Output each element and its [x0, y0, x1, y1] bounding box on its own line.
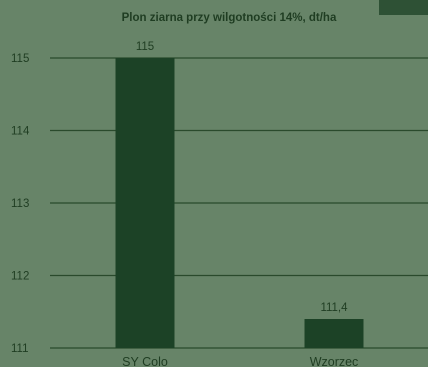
y-tick-label: 113 [11, 198, 29, 210]
bars [115, 58, 364, 348]
data-labels: 115 111,4 [136, 41, 348, 314]
bar-sy-colo [115, 58, 175, 348]
x-category-label: SY Colo [122, 355, 168, 367]
bar-wzorzec [304, 319, 364, 348]
x-category-label: Wzorzec [310, 355, 359, 367]
data-label: 111,4 [320, 302, 348, 314]
corner-block [379, 0, 428, 15]
y-tick-label: 115 [11, 53, 29, 65]
y-tick-label: 114 [11, 126, 30, 138]
y-tick-label: 112 [11, 271, 29, 283]
chart-title: Plon ziarna przy wilgotności 14%, dt/ha [122, 12, 337, 24]
x-axis-categories: SY Colo Wzorzec [122, 355, 358, 367]
gridlines [50, 57, 428, 349]
y-axis-ticks: 115 114 113 112 111 [11, 53, 30, 355]
y-tick-label: 111 [11, 343, 28, 355]
data-label: 115 [136, 41, 154, 53]
